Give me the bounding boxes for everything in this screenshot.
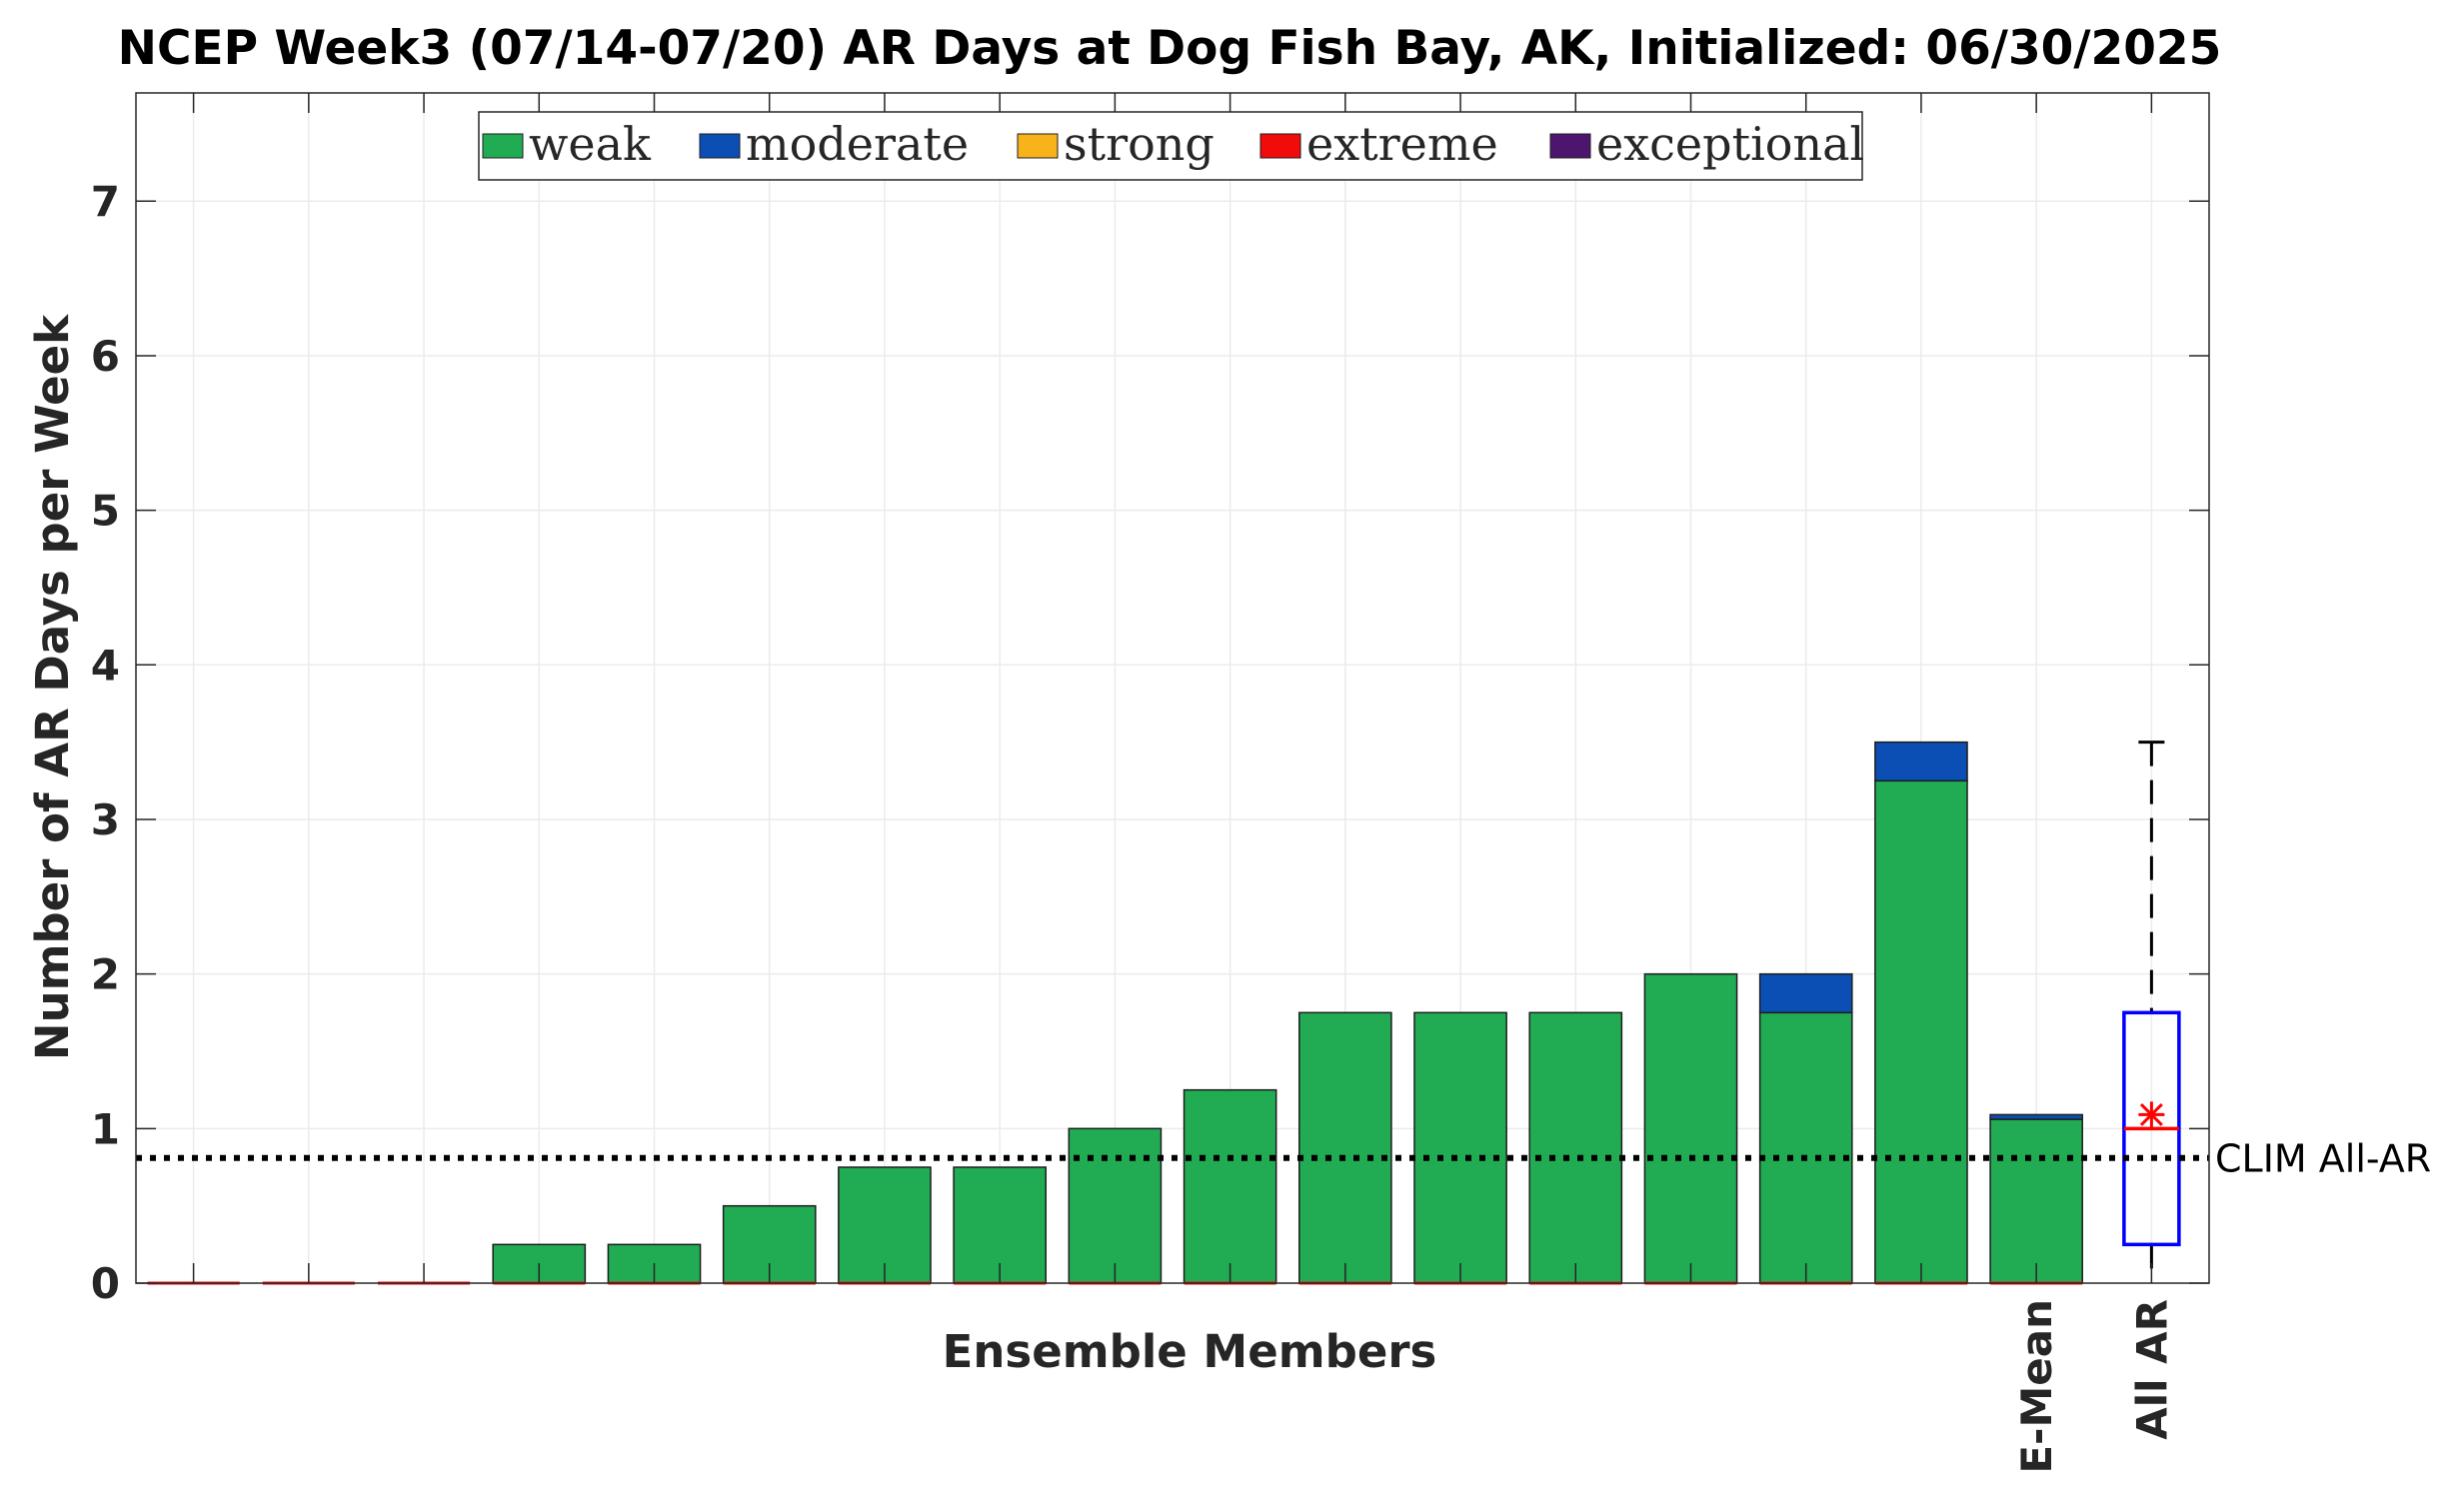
x-tick-label: E-Mean <box>2012 1299 2061 1474</box>
legend-label-extreme: extreme <box>1306 117 1498 171</box>
legend-swatch-extreme <box>1259 133 1301 159</box>
clim-label: CLIM All-AR <box>2215 1137 2431 1181</box>
legend-swatch-strong <box>1017 133 1059 159</box>
bar-series <box>147 741 2084 1285</box>
bar-moderate <box>1758 972 1853 1014</box>
plot-frame <box>135 92 2210 1284</box>
legend-label-exceptional: exceptional <box>1596 117 1864 171</box>
y-tick-label: 2 <box>91 950 120 999</box>
bar-weak <box>1758 1011 1853 1284</box>
legend-swatch-exceptional <box>1549 133 1591 159</box>
all-ar-boxplot <box>2122 741 2181 1283</box>
y-tick-label: 4 <box>91 641 120 690</box>
x-axis-ticks: E-Mean All AR <box>192 93 2176 1474</box>
bar-weak <box>1528 1011 1623 1284</box>
bar-moderate <box>1874 741 1968 782</box>
y-tick-label: 7 <box>91 177 120 226</box>
bar-weak <box>1874 779 1968 1284</box>
bar-moderate <box>1989 1113 2084 1120</box>
mean-marker-stroke <box>2139 1102 2163 1126</box>
chart-title: NCEP Week3 (07/14-07/20) AR Days at Dog … <box>118 21 2222 76</box>
bar-weak <box>1297 1011 1392 1284</box>
bar-weak <box>1643 972 1738 1284</box>
x-tick-label: All AR <box>2127 1299 2176 1440</box>
clim-reference-line: CLIM All-AR <box>136 1137 2431 1181</box>
y-tick-label: 3 <box>91 795 120 844</box>
mean-marker <box>2138 1101 2165 1128</box>
bar-weak <box>1413 1011 1507 1284</box>
y-axis-label: Number of AR Days per Week <box>26 314 79 1060</box>
x-axis-label: Ensemble Members <box>943 1325 1437 1378</box>
legend-label-moderate: moderate <box>746 117 969 171</box>
y-tick-label: 0 <box>91 1259 120 1308</box>
y-tick-label: 5 <box>91 487 120 536</box>
legend-label-weak: weak <box>529 117 652 171</box>
bar-weak <box>1068 1127 1163 1284</box>
legend-swatch-weak <box>482 133 524 159</box>
y-tick-label: 6 <box>91 332 120 381</box>
legend-label-strong: strong <box>1064 117 1215 171</box>
legend: weak moderate strong extreme exceptional <box>478 111 1864 181</box>
bar-weak <box>1989 1118 2084 1284</box>
bar-weak <box>1183 1088 1277 1284</box>
y-axis-ticks: 0 1 2 3 4 5 6 7 <box>91 177 2209 1308</box>
y-tick-label: 1 <box>91 1104 120 1153</box>
legend-swatch-moderate <box>699 133 741 159</box>
